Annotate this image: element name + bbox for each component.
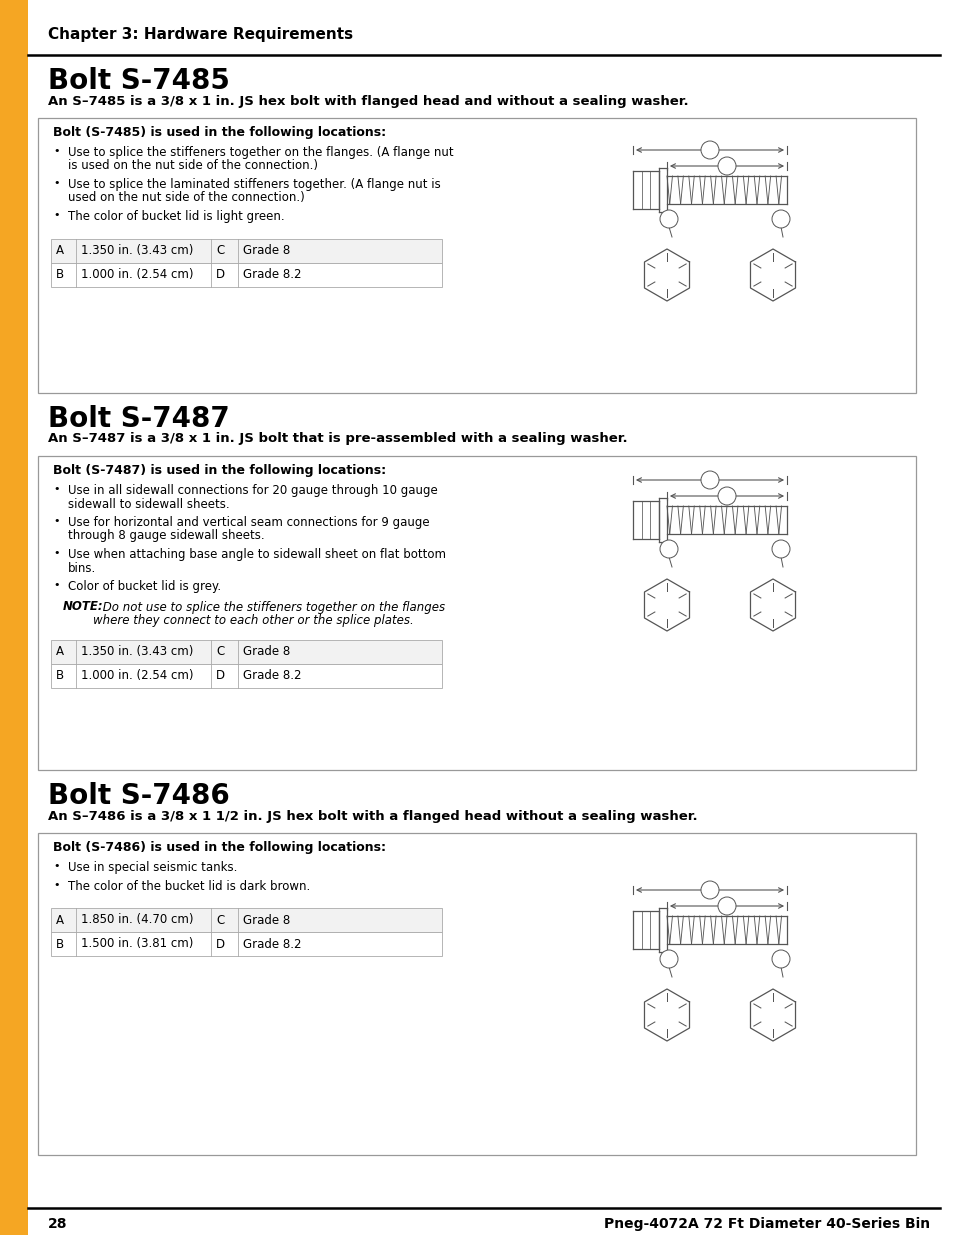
- Text: Grade 8.2: Grade 8.2: [243, 268, 301, 282]
- Text: Grade 8: Grade 8: [243, 245, 290, 257]
- Text: B: B: [723, 902, 730, 911]
- Bar: [51, 932, 441, 956]
- Text: •: •: [53, 178, 59, 188]
- Circle shape: [718, 487, 735, 505]
- Text: B: B: [723, 492, 730, 501]
- Text: 1.350 in. (3.43 cm): 1.350 in. (3.43 cm): [81, 645, 193, 658]
- Text: A: A: [706, 475, 713, 485]
- Text: Use for horizontal and vertical seam connections for 9 gauge: Use for horizontal and vertical seam con…: [68, 516, 429, 529]
- Text: Bolt S-7486: Bolt S-7486: [48, 782, 230, 810]
- Text: An S–7486 is a 3/8 x 1 1/2 in. JS hex bolt with a flanged head without a sealing: An S–7486 is a 3/8 x 1 1/2 in. JS hex bo…: [48, 810, 697, 823]
- Text: The color of the bucket lid is dark brown.: The color of the bucket lid is dark brow…: [68, 879, 310, 893]
- Text: •: •: [53, 580, 59, 590]
- Text: Do not use to splice the stiffeners together on the flanges: Do not use to splice the stiffeners toge…: [99, 600, 445, 614]
- Text: Use when attaching base angle to sidewall sheet on flat bottom: Use when attaching base angle to sidewal…: [68, 548, 446, 561]
- Text: B: B: [56, 937, 64, 951]
- Bar: [38, 456, 915, 769]
- Text: •: •: [53, 516, 59, 526]
- Text: D: D: [215, 268, 225, 282]
- Bar: [38, 119, 915, 393]
- Text: Grade 8.2: Grade 8.2: [243, 669, 301, 682]
- Bar: [51, 238, 441, 263]
- Text: Pneg-4072A 72 Ft Diameter 40-Series Bin: Pneg-4072A 72 Ft Diameter 40-Series Bin: [603, 1216, 929, 1231]
- Text: Bolt (S-7485) is used in the following locations:: Bolt (S-7485) is used in the following l…: [53, 126, 386, 140]
- Text: Bolt (S-7487) is used in the following locations:: Bolt (S-7487) is used in the following l…: [53, 464, 386, 477]
- Text: C: C: [215, 245, 224, 257]
- Text: •: •: [53, 548, 59, 558]
- Text: Grade 8: Grade 8: [243, 914, 290, 926]
- Text: is used on the nut side of the connection.): is used on the nut side of the connectio…: [68, 159, 317, 173]
- Text: 1.000 in. (2.54 cm): 1.000 in. (2.54 cm): [81, 268, 193, 282]
- Circle shape: [771, 950, 789, 968]
- Text: C: C: [215, 645, 224, 658]
- Text: D: D: [777, 953, 784, 965]
- Text: •: •: [53, 146, 59, 156]
- Text: where they connect to each other or the splice plates.: where they connect to each other or the …: [63, 614, 414, 627]
- Circle shape: [700, 141, 719, 159]
- Text: A: A: [706, 144, 713, 156]
- Circle shape: [659, 950, 678, 968]
- Text: The color of bucket lid is light green.: The color of bucket lid is light green.: [68, 210, 284, 224]
- Text: •: •: [53, 879, 59, 889]
- Text: D: D: [777, 543, 784, 555]
- Bar: [51, 663, 441, 688]
- Text: C: C: [665, 953, 672, 965]
- Text: 28: 28: [48, 1216, 68, 1231]
- Text: A: A: [56, 645, 64, 658]
- Text: Bolt (S-7486) is used in the following locations:: Bolt (S-7486) is used in the following l…: [53, 841, 386, 853]
- Text: 1.000 in. (2.54 cm): 1.000 in. (2.54 cm): [81, 669, 193, 682]
- Text: •: •: [53, 484, 59, 494]
- Text: D: D: [215, 937, 225, 951]
- Circle shape: [771, 540, 789, 558]
- Text: 1.350 in. (3.43 cm): 1.350 in. (3.43 cm): [81, 245, 193, 257]
- Bar: [51, 908, 441, 932]
- Bar: [0, 0, 28, 1235]
- Text: Use in all sidewall connections for 20 gauge through 10 gauge: Use in all sidewall connections for 20 g…: [68, 484, 437, 496]
- Text: used on the nut side of the connection.): used on the nut side of the connection.): [68, 191, 304, 205]
- Text: bins.: bins.: [68, 562, 96, 574]
- Text: C: C: [215, 914, 224, 926]
- Text: A: A: [56, 914, 64, 926]
- Text: through 8 gauge sidewall sheets.: through 8 gauge sidewall sheets.: [68, 530, 264, 542]
- Text: D: D: [215, 669, 225, 682]
- Circle shape: [771, 210, 789, 228]
- Bar: [51, 640, 441, 663]
- Text: B: B: [56, 669, 64, 682]
- Text: Grade 8.2: Grade 8.2: [243, 937, 301, 951]
- Text: B: B: [723, 161, 730, 170]
- Text: Color of bucket lid is grey.: Color of bucket lid is grey.: [68, 580, 221, 593]
- Circle shape: [718, 157, 735, 175]
- Bar: [51, 263, 441, 287]
- Text: •: •: [53, 210, 59, 220]
- Text: An S–7487 is a 3/8 x 1 in. JS bolt that is pre-assembled with a sealing washer.: An S–7487 is a 3/8 x 1 in. JS bolt that …: [48, 432, 627, 445]
- Text: Bolt S-7487: Bolt S-7487: [48, 405, 230, 433]
- Text: NOTE:: NOTE:: [63, 600, 104, 614]
- Text: D: D: [777, 214, 784, 224]
- Text: A: A: [56, 245, 64, 257]
- Text: C: C: [665, 543, 672, 555]
- Circle shape: [700, 471, 719, 489]
- Text: An S–7485 is a 3/8 x 1 in. JS hex bolt with flanged head and without a sealing w: An S–7485 is a 3/8 x 1 in. JS hex bolt w…: [48, 95, 688, 107]
- Text: 1.500 in. (3.81 cm): 1.500 in. (3.81 cm): [81, 937, 193, 951]
- Bar: [38, 832, 915, 1155]
- Circle shape: [659, 210, 678, 228]
- Text: A: A: [706, 885, 713, 895]
- Text: Use to splice the stiffeners together on the flanges. (A flange nut: Use to splice the stiffeners together on…: [68, 146, 453, 159]
- Text: •: •: [53, 861, 59, 871]
- Text: C: C: [665, 214, 672, 224]
- Text: sidewall to sidewall sheets.: sidewall to sidewall sheets.: [68, 498, 230, 510]
- Text: Use to splice the laminated stiffeners together. (A flange nut is: Use to splice the laminated stiffeners t…: [68, 178, 440, 191]
- Circle shape: [700, 881, 719, 899]
- Text: 1.850 in. (4.70 cm): 1.850 in. (4.70 cm): [81, 914, 193, 926]
- Circle shape: [718, 897, 735, 915]
- Circle shape: [659, 540, 678, 558]
- Text: Chapter 3: Hardware Requirements: Chapter 3: Hardware Requirements: [48, 27, 353, 42]
- Text: Bolt S-7485: Bolt S-7485: [48, 67, 230, 95]
- Text: Grade 8: Grade 8: [243, 645, 290, 658]
- Text: B: B: [56, 268, 64, 282]
- Text: Use in special seismic tanks.: Use in special seismic tanks.: [68, 861, 237, 874]
